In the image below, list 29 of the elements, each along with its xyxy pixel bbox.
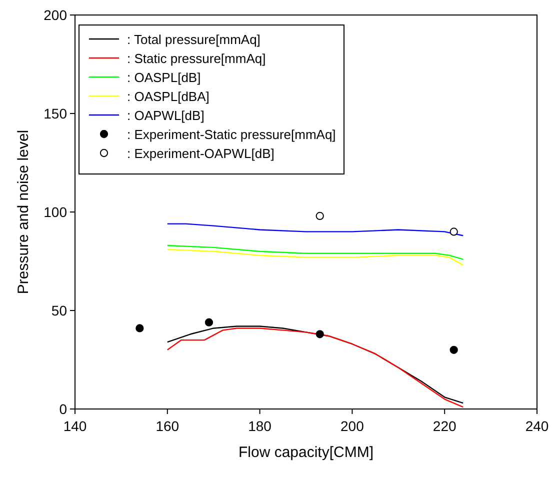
x-tick-label: 140 xyxy=(63,418,87,434)
line-series xyxy=(166,244,464,260)
x-tick-label: 220 xyxy=(432,418,456,434)
legend-label: : OASPL[dB] xyxy=(127,70,201,85)
y-tick-label: 0 xyxy=(59,401,68,417)
x-tick-label: 240 xyxy=(525,418,549,434)
point xyxy=(136,324,144,332)
x-tick-label: 160 xyxy=(156,418,180,434)
legend-label: : OAPWL[dB] xyxy=(127,108,204,123)
legend-label: : Experiment-OAPWL[dB] xyxy=(127,146,274,161)
x-tick-label: 180 xyxy=(248,418,272,434)
y-tick-label: 50 xyxy=(51,302,68,318)
x-tick-label: 200 xyxy=(340,418,364,434)
point xyxy=(316,330,324,338)
y-tick-label: 100 xyxy=(44,204,68,220)
point xyxy=(450,346,458,354)
line-series xyxy=(166,223,464,236)
legend-label: : OASPL[dBA] xyxy=(127,89,210,104)
legend-label: : Total pressure[mmAq] xyxy=(127,32,260,47)
line-series xyxy=(166,248,464,266)
point xyxy=(204,318,214,326)
y-tick-label: 200 xyxy=(44,7,68,23)
point xyxy=(450,228,458,236)
y-axis-title: Pressure and noise level xyxy=(15,130,32,294)
legend-label: : Experiment-Static pressure[mmAq] xyxy=(127,127,336,142)
legend-label: : Static pressure[mmAq] xyxy=(127,51,266,66)
x-axis-title: Flow capacity[CMM] xyxy=(238,444,374,461)
y-tick-label: 150 xyxy=(44,106,68,122)
point xyxy=(316,212,324,220)
